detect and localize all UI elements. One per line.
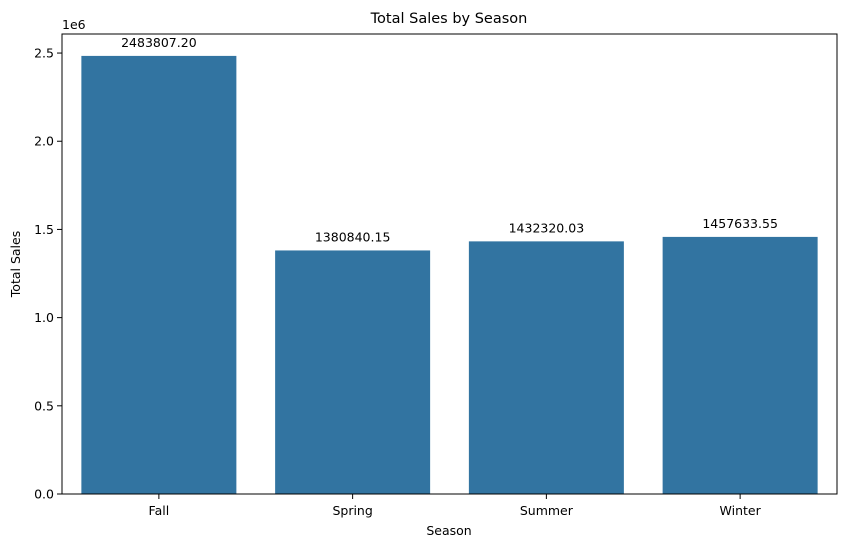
data-label: 2483807.20 [121, 35, 197, 50]
y-tick-label: 0.0 [34, 487, 54, 502]
bar [81, 55, 237, 494]
data-label: 1380840.15 [315, 229, 391, 244]
data-label: 1432320.03 [509, 220, 585, 235]
bar [275, 250, 431, 494]
x-tick-label: Spring [332, 503, 372, 518]
y-tick-label: 1.5 [34, 222, 54, 237]
y-tick-label: 2.5 [34, 46, 54, 61]
y-tick-label: 1.0 [34, 310, 54, 325]
chart-title: Total Sales by Season [370, 11, 528, 27]
plot-frame [61, 33, 838, 495]
bar [662, 236, 818, 495]
y-scale-multiplier: 1e6 [62, 17, 86, 32]
data-label: 1457633.55 [702, 216, 778, 231]
x-tick-label: Fall [149, 503, 170, 518]
x-tick-label: Winter [720, 503, 762, 518]
y-tick-label: 0.5 [34, 398, 54, 413]
x-tick-label: Summer [520, 503, 574, 518]
bar [468, 241, 624, 494]
x-axis-label: Season [426, 523, 471, 538]
y-tick-label: 2.0 [34, 134, 54, 149]
y-axis-label: Total Sales [8, 231, 23, 298]
